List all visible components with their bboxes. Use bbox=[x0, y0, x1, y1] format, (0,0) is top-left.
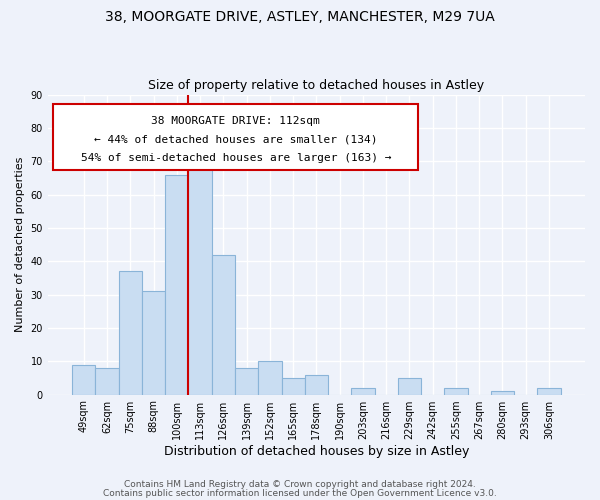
X-axis label: Distribution of detached houses by size in Astley: Distribution of detached houses by size … bbox=[164, 444, 469, 458]
Bar bbox=[72, 364, 95, 394]
Bar bbox=[188, 168, 212, 394]
Bar bbox=[491, 391, 514, 394]
Bar bbox=[445, 388, 467, 394]
Text: Contains public sector information licensed under the Open Government Licence v3: Contains public sector information licen… bbox=[103, 489, 497, 498]
Bar bbox=[165, 174, 188, 394]
Bar bbox=[538, 388, 560, 394]
Bar bbox=[142, 291, 165, 395]
Text: 38 MOORGATE DRIVE: 112sqm: 38 MOORGATE DRIVE: 112sqm bbox=[151, 116, 320, 126]
Text: 38, MOORGATE DRIVE, ASTLEY, MANCHESTER, M29 7UA: 38, MOORGATE DRIVE, ASTLEY, MANCHESTER, … bbox=[105, 10, 495, 24]
Bar bbox=[119, 271, 142, 394]
FancyBboxPatch shape bbox=[53, 104, 418, 170]
Text: 54% of semi-detached houses are larger (163) →: 54% of semi-detached houses are larger (… bbox=[80, 154, 391, 164]
Text: Contains HM Land Registry data © Crown copyright and database right 2024.: Contains HM Land Registry data © Crown c… bbox=[124, 480, 476, 489]
Bar bbox=[398, 378, 421, 394]
Y-axis label: Number of detached properties: Number of detached properties bbox=[15, 157, 25, 332]
Bar bbox=[212, 254, 235, 394]
Bar bbox=[351, 388, 374, 394]
Bar bbox=[235, 368, 258, 394]
Bar bbox=[95, 368, 119, 394]
Bar bbox=[305, 374, 328, 394]
Bar bbox=[281, 378, 305, 394]
Text: ← 44% of detached houses are smaller (134): ← 44% of detached houses are smaller (13… bbox=[94, 134, 377, 144]
Bar bbox=[258, 361, 281, 394]
Title: Size of property relative to detached houses in Astley: Size of property relative to detached ho… bbox=[148, 79, 484, 92]
